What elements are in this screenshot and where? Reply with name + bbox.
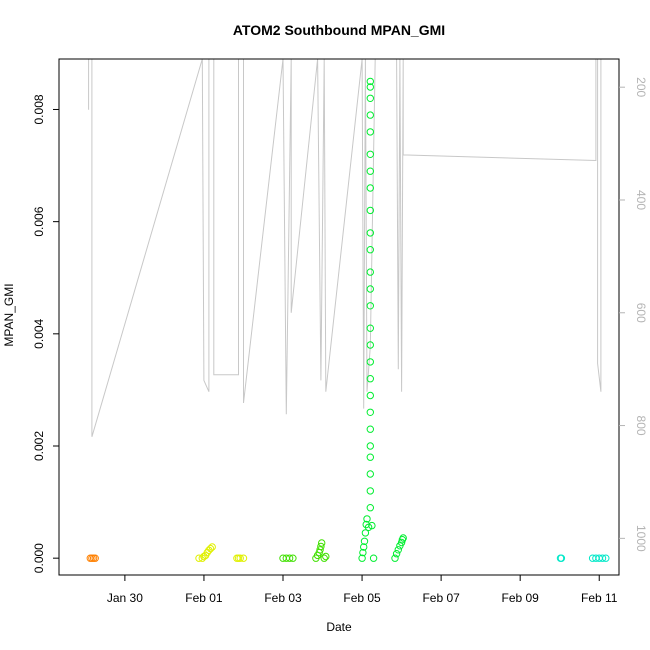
data-point (366, 246, 374, 254)
y2-tick-label: 200 (634, 77, 648, 97)
data-point (359, 548, 367, 557)
data-point (366, 94, 374, 103)
data-point (366, 358, 374, 366)
data-point (195, 554, 203, 562)
x-tick-label: Feb 03 (264, 591, 302, 605)
data-point (602, 554, 610, 562)
y2-tick-label: 400 (634, 190, 648, 210)
data-point (360, 543, 368, 551)
y2-tick-label: 800 (634, 416, 648, 436)
data-point (366, 341, 374, 349)
x-tick-label: Feb 09 (501, 591, 539, 605)
data-point (391, 554, 399, 562)
data-point (239, 554, 248, 562)
data-point (366, 268, 374, 276)
data-point (366, 77, 374, 86)
data-point (366, 285, 374, 293)
data-point (366, 504, 374, 512)
data-point (366, 470, 374, 478)
data-point (366, 487, 374, 495)
data-point (394, 546, 402, 554)
y-axis-label: MPAN_GMI (2, 283, 16, 346)
data-point (236, 554, 244, 562)
chart-title: ATOM2 Southbound MPAN_GMI (233, 22, 445, 38)
data-point (366, 324, 374, 332)
data-point (369, 554, 378, 562)
data-point (366, 425, 374, 433)
data-point (322, 552, 330, 561)
data-point (316, 546, 324, 554)
y2-tick-label: 600 (634, 303, 648, 323)
plot-frame (58, 58, 620, 576)
x-axis: Jan 30 Feb 01 Feb 03 Feb 05 Feb 07 Feb 09 Feb … (107, 575, 618, 605)
data-point (318, 539, 326, 547)
data-point (598, 554, 607, 562)
y-tick-label: 0.008 (32, 94, 46, 124)
y2-tick-label: 1000 (634, 525, 648, 552)
x-axis-label: Date (326, 620, 352, 634)
data-point (91, 554, 99, 562)
x-tick-label: Feb 11 (581, 591, 618, 605)
data-point (206, 544, 215, 553)
x-tick-label: Feb 07 (422, 591, 460, 605)
y-tick-label: 0.004 (32, 318, 46, 348)
data-point (366, 128, 374, 136)
y-tick-label: 0.000 (32, 543, 46, 573)
data-point (557, 554, 566, 562)
depth-trace-line (88, 58, 602, 437)
data-point (317, 542, 325, 551)
data-point (208, 543, 216, 551)
data-point (366, 206, 374, 215)
data-point (399, 534, 407, 542)
y-tick-label: 0.002 (32, 431, 46, 461)
data-point (366, 184, 374, 192)
data-point (366, 391, 374, 400)
data-point (366, 150, 374, 159)
depth-trace (88, 58, 602, 437)
y-tick-label: 0.006 (32, 206, 46, 236)
y-axis: 0.000 0.002 0.004 0.006 0.008 (32, 94, 59, 573)
data-point (392, 550, 401, 558)
x-tick-label: Feb 05 (343, 591, 381, 605)
data-point (366, 375, 374, 383)
data-point (366, 408, 374, 416)
x-tick-label: Feb 01 (185, 591, 223, 605)
secondary-y-axis: 200 400 600 800 1000 (619, 77, 648, 552)
data-point (358, 554, 366, 562)
data-points (86, 77, 610, 562)
data-point (366, 83, 374, 91)
data-point (360, 537, 369, 545)
data-point (366, 167, 374, 175)
data-point (366, 302, 374, 310)
data-point (366, 229, 374, 237)
data-point (366, 453, 374, 461)
data-point (363, 515, 371, 523)
data-point (366, 442, 374, 450)
data-point (289, 554, 297, 562)
data-point (366, 111, 374, 119)
x-tick-label: Jan 30 (107, 591, 143, 605)
data-point (368, 521, 376, 530)
data-point (361, 529, 370, 537)
data-point (320, 554, 328, 562)
data-point (285, 554, 294, 562)
